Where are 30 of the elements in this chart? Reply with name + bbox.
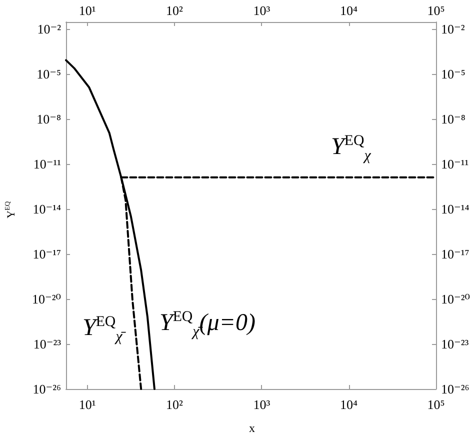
y-tick-label: 10⁻⁸ <box>441 112 466 127</box>
text: 10¹ <box>78 397 96 412</box>
y-tick-label: 10⁻⁵ <box>441 66 466 82</box>
text: 10⁻⁵ <box>36 66 61 82</box>
y-tick-label: 10⁻¹⁴ <box>441 202 470 217</box>
text: 10⁻²³ <box>33 336 61 352</box>
x-tick-label: 10³ <box>253 3 270 18</box>
text: 10⁻²⁰ <box>32 292 61 307</box>
y-tick-label: 10⁻²³ <box>441 336 469 352</box>
y-tick-label: 10⁻² <box>441 22 465 37</box>
x-tick-label: 10⁵ <box>427 3 445 18</box>
text: 10⁻¹⁴ <box>32 202 61 217</box>
text: 10⁻²⁶ <box>32 382 61 396</box>
text: 10⁻² <box>37 22 61 37</box>
series-label: Y$^{EQ}$$_{χ̄}$(μ=0) <box>159 308 256 340</box>
x-axis-title: x <box>249 421 255 435</box>
text: 10³ <box>253 397 270 412</box>
text: 10² <box>166 397 183 412</box>
y-tick-label: 10⁻²⁰ <box>441 292 470 307</box>
y-tick-label: 10⁻²⁶ <box>441 382 470 396</box>
x-tick-label: 10² <box>166 3 184 18</box>
text: 10⁻⁸ <box>36 112 61 127</box>
text: 10⁵ <box>427 397 445 412</box>
y-tick-label: 10⁻¹⁷ <box>441 246 470 262</box>
x-tick-label: 10¹ <box>78 3 96 18</box>
text: 10⁴ <box>340 397 358 412</box>
y-tick-label: 10⁻¹¹ <box>441 156 469 172</box>
text: 10⁻¹¹ <box>33 156 61 172</box>
text: 10⁻¹⁷ <box>32 246 61 262</box>
x-tick-label: 10⁴ <box>340 3 358 18</box>
